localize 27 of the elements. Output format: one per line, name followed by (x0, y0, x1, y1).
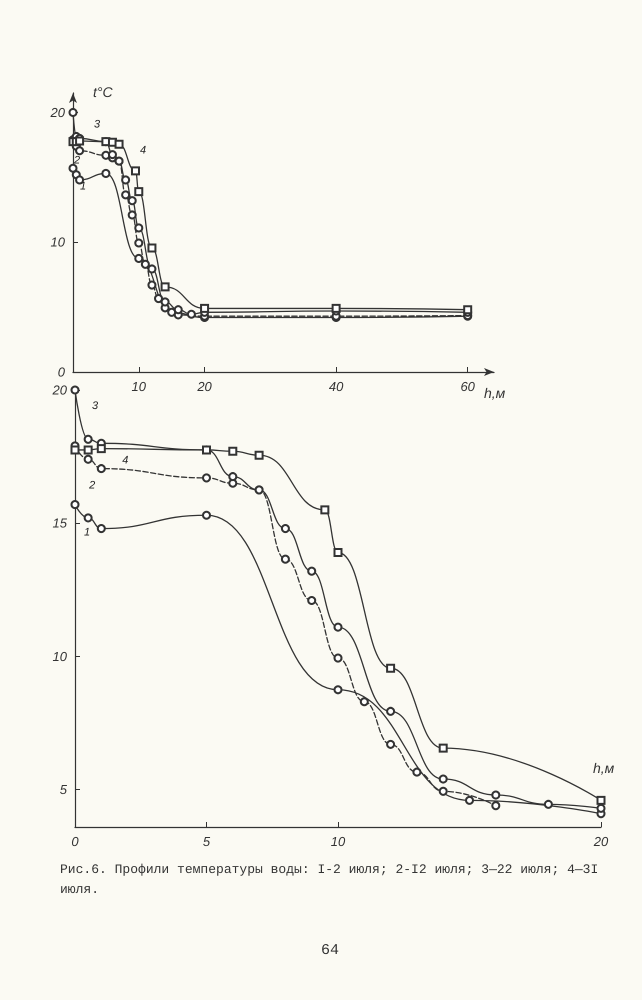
y-axis-title: t°C (93, 84, 114, 100)
y-tick-label: 20 (50, 104, 66, 120)
series-label: 4 (140, 144, 146, 156)
y-tick-label: 0 (58, 364, 66, 380)
y-tick-label: 15 (52, 516, 68, 531)
series-label: 1 (84, 526, 90, 539)
x-tick-label: 0 (71, 834, 80, 849)
series-label: 1 (80, 180, 86, 192)
y-tick-label: 10 (52, 648, 68, 664)
series-label: 2 (72, 154, 80, 167)
x-tick-label: 10 (132, 379, 147, 394)
series-label: 3 (94, 118, 101, 130)
x-tick-label: 40 (328, 379, 344, 394)
x-tick-label: 20 (196, 379, 213, 394)
x-tick-label: 10 (330, 834, 346, 849)
series-label: 3 (92, 400, 99, 412)
text: 64 (320, 941, 340, 961)
text: Рис.6. Профили температуры воды: I-2 июля; 2-I2 июля; 3—22 июля; 4—3I июля. (60, 861, 600, 898)
series-label: 2 (88, 479, 96, 492)
x-tick-label: 5 (202, 834, 211, 849)
x-axis-title: h,м (484, 385, 506, 401)
x-tick-label: 20 (592, 834, 609, 849)
series-label: 4 (122, 454, 128, 467)
y-tick-label: 10 (50, 234, 66, 250)
x-tick-label: 60 (460, 379, 476, 394)
x-axis-title: h,м (593, 760, 615, 776)
y-tick-label: 5 (60, 782, 68, 798)
